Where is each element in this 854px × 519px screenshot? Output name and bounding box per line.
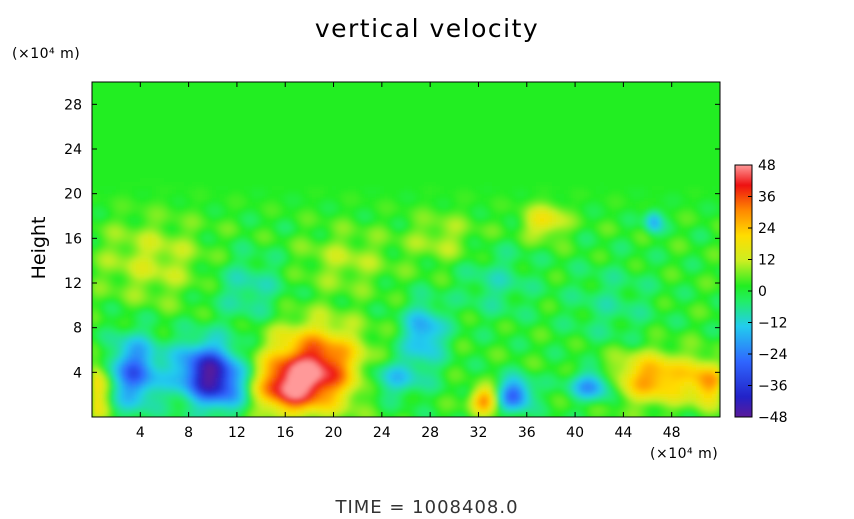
colorbar-tick-label: 24 (758, 221, 776, 237)
time-footer: TIME = 1008408.0 (335, 497, 519, 518)
y-tick-label: 16 (64, 231, 82, 247)
x-tick-label: 40 (566, 425, 584, 441)
chart-title: vertical velocity (314, 14, 540, 43)
colorbar-axis: 48 36 24 12 0 −12 −24 −36 −48 (748, 158, 788, 426)
x-tick-label: 4 (136, 425, 145, 441)
colorbar-tick-label: −48 (758, 410, 788, 426)
x-tick-label: 16 (276, 425, 294, 441)
x-tick-label: 28 (421, 425, 439, 441)
colorbar-tick-label: 0 (758, 284, 767, 300)
x-tick-label: 48 (663, 425, 681, 441)
y-axis-unit: (×10⁴ m) (12, 46, 81, 62)
y-tick-label: 12 (64, 276, 82, 292)
y-tick-label: 20 (64, 187, 82, 203)
x-tick-label: 36 (518, 425, 536, 441)
y-tick-label: 8 (73, 321, 82, 337)
colorbar-tick-label: 36 (758, 190, 776, 206)
colorbar-tick-label: 48 (758, 158, 776, 174)
colorbar-tick-label: −24 (758, 347, 788, 363)
colorbar-tick-label: −12 (758, 316, 788, 332)
y-tick-label: 24 (64, 142, 82, 158)
x-tick-label: 24 (373, 425, 391, 441)
y-axis: 4 8 12 16 20 24 28 (64, 97, 720, 381)
x-tick-label: 8 (184, 425, 193, 441)
x-tick-label: 32 (470, 425, 488, 441)
x-tick-label: 44 (614, 425, 632, 441)
colorbar-tick-label: 12 (758, 253, 776, 269)
colorbar-tick-label: −36 (758, 379, 788, 395)
x-axis-unit: (×10⁴ m) (650, 446, 719, 462)
x-tick-label: 12 (228, 425, 246, 441)
velocity-field (92, 82, 720, 417)
y-tick-label: 28 (64, 97, 82, 113)
x-tick-label: 20 (325, 425, 343, 441)
y-tick-label: 4 (73, 365, 82, 381)
plot-frame (91, 81, 721, 418)
x-axis: 4 8 12 16 20 24 28 32 36 40 44 48 (136, 82, 681, 441)
